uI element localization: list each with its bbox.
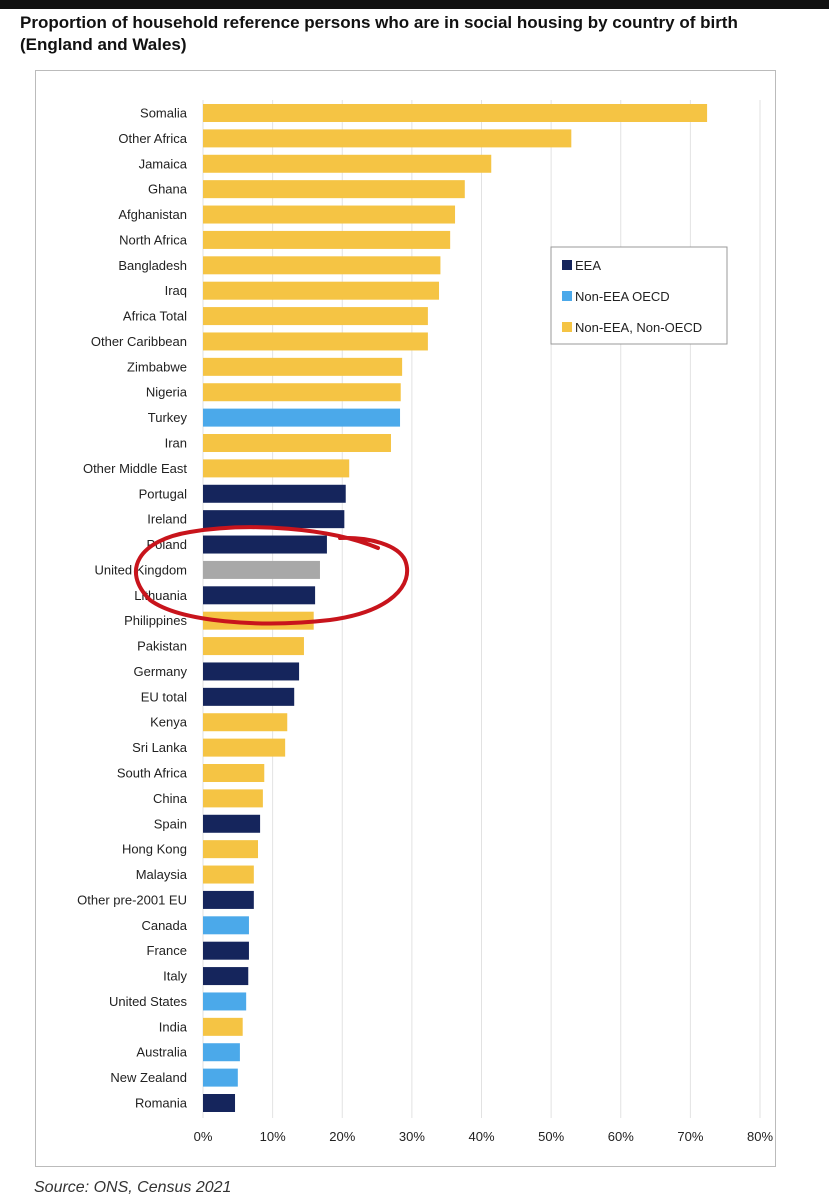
category-label: Afghanistan [118,207,187,222]
x-tick-label: 40% [468,1129,494,1144]
bar-france [203,941,249,960]
category-label: United States [109,994,188,1009]
category-label: Ireland [147,512,187,527]
category-label: Philippines [124,613,187,628]
bar-ireland [203,510,345,529]
bar-pakistan [203,637,304,656]
bar-iraq [203,281,440,300]
category-label: Iraq [165,283,187,298]
category-label: Spain [154,816,187,831]
bar-spain [203,814,261,833]
bar-jamaica [203,154,492,173]
legend-label: Non-EEA OECD [575,289,670,304]
chart-title: Proportion of household reference person… [20,13,738,54]
bar-iran [203,434,391,452]
category-label: Malaysia [136,867,188,882]
bar-malaysia [203,865,254,884]
legend-swatch [562,322,572,332]
category-label: Other pre-2001 EU [77,892,187,907]
bar-lithuania [203,586,316,605]
bar-united-kingdom [203,560,320,579]
bar-other-caribbean [203,332,428,351]
top-bar [0,0,829,9]
bar-poland [203,535,327,554]
x-tick-label: 50% [538,1129,564,1144]
bar-turkey [203,408,401,427]
category-label: EU total [141,689,187,704]
category-label: Jamaica [139,156,188,171]
bar-canada [203,916,249,935]
chart-frame [35,70,776,1167]
category-label: Zimbabwe [127,359,187,374]
bar-afghanistan [203,205,456,224]
category-label: Turkey [148,410,188,425]
bar-south-africa [203,764,265,782]
category-label: Australia [136,1045,187,1060]
bar-somalia [203,104,708,122]
bar-australia [203,1043,240,1062]
x-tick-label: 10% [260,1129,286,1144]
bar-north-africa [203,230,451,249]
category-label: New Zealand [110,1070,187,1085]
bar-hong-kong [203,840,259,859]
category-label: Pakistan [137,639,187,654]
category-label: Other Middle East [83,461,187,476]
bar-romania [203,1094,236,1112]
legend-swatch [562,260,572,270]
legend-box [550,246,728,345]
bar-africa-total [203,307,428,326]
bar-kenya [203,713,288,732]
annotation-circle [133,525,410,626]
bar-bangladesh [203,256,441,275]
category-label: Sri Lanka [132,740,188,755]
category-label: North Africa [119,232,188,247]
x-tick-label: 80% [747,1129,773,1144]
legend-swatch [562,291,572,301]
source-note: Source: ONS, Census 2021 [34,1179,232,1196]
category-label: Somalia [140,106,188,121]
category-label: Other Caribbean [91,334,187,349]
bar-other-pre-2001-eu [203,890,254,909]
bar-germany [203,662,300,681]
category-label: Canada [141,918,187,933]
category-label: Iran [165,436,187,451]
category-label: Ghana [148,182,188,197]
category-label: United Kingdom [95,562,188,577]
bar-india [203,1017,243,1036]
bar-other-africa [203,129,572,148]
bar-china [203,789,263,808]
x-tick-label: 0% [194,1129,213,1144]
category-label: Romania [135,1096,188,1111]
category-label: India [159,1019,188,1034]
category-label: Portugal [139,486,188,501]
x-tick-label: 60% [608,1129,634,1144]
bar-zimbabwe [203,357,403,376]
bar-sri-lanka [203,738,286,757]
x-tick-label: 20% [329,1129,355,1144]
category-label: Nigeria [146,385,188,400]
category-label: South Africa [117,766,188,781]
category-label: Other Africa [118,131,187,146]
category-label: Bangladesh [118,258,187,273]
category-label: Germany [134,664,188,679]
bar-ghana [203,180,465,199]
bar-portugal [203,484,346,503]
category-label: France [147,943,187,958]
bar-new-zealand [203,1068,238,1087]
category-label: Kenya [150,715,188,730]
legend-label: Non-EEA, Non-OECD [575,320,702,335]
category-label: China [153,791,188,806]
bar-eu-total [203,687,295,706]
x-tick-label: 70% [677,1129,703,1144]
x-tick-label: 30% [399,1129,425,1144]
bar-united-states [203,992,247,1011]
category-label: Hong Kong [122,842,187,857]
bar-italy [203,967,249,986]
category-label: Italy [163,969,187,984]
bar-nigeria [203,383,401,402]
legend-label: EEA [575,258,601,273]
bar-other-middle-east [203,459,350,478]
category-label: Africa Total [123,309,187,324]
